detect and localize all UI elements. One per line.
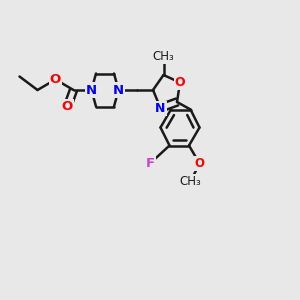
- Text: CH₃: CH₃: [153, 50, 174, 64]
- Text: N: N: [86, 83, 97, 97]
- Text: N: N: [113, 83, 124, 97]
- Text: O: O: [50, 73, 61, 86]
- Text: O: O: [194, 157, 205, 170]
- Text: CH₃: CH₃: [180, 175, 201, 188]
- Text: F: F: [146, 157, 154, 170]
- Text: O: O: [62, 100, 73, 113]
- Text: N: N: [155, 101, 166, 115]
- Text: O: O: [175, 76, 185, 89]
